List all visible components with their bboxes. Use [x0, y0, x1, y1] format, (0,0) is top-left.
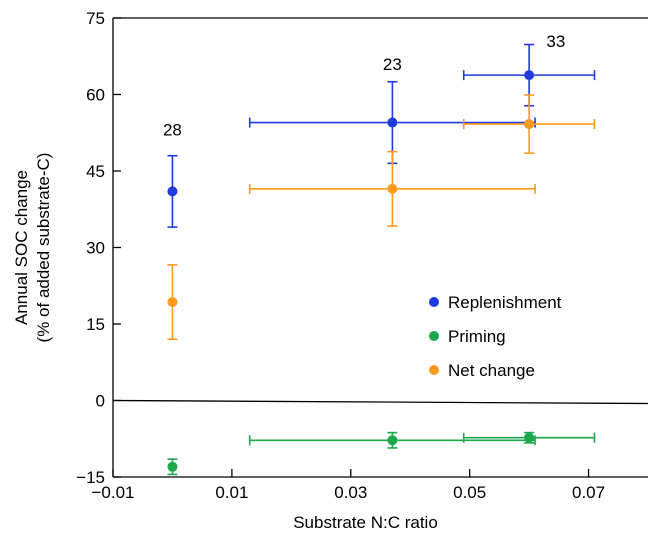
y-tick-label: −15	[76, 468, 105, 487]
legend-marker	[429, 365, 439, 375]
legend-marker	[429, 297, 439, 307]
x-tick-label: −0.01	[91, 483, 134, 502]
data-point	[524, 119, 535, 130]
legend-marker	[429, 331, 439, 341]
y-tick-label: 75	[86, 9, 105, 28]
data-point	[387, 435, 398, 446]
plot-axes: −15 0 15 30 45 60 75 −0.01 0.01 0.03 0.05 0.07	[76, 9, 648, 502]
point-annotation: 28	[163, 120, 182, 139]
y-axis-title-line-1: Annual SOC change	[12, 170, 31, 325]
data-point	[167, 297, 178, 308]
y-tick-label: 0	[96, 392, 105, 411]
y-tick-label: 30	[86, 239, 105, 258]
zero-line	[112, 399, 648, 405]
legend: Replenishment Priming Net change	[429, 293, 562, 380]
point-annotation: 33	[546, 32, 565, 51]
data-point	[387, 117, 398, 128]
legend-label: Replenishment	[448, 293, 562, 312]
axis-titles: Substrate N:C ratio Annual SOC change (% o…	[12, 153, 438, 532]
x-axis-title: Substrate N:C ratio	[293, 513, 438, 532]
series-net-change	[167, 94, 596, 341]
data-point	[387, 183, 398, 194]
data-marks	[167, 43, 596, 476]
point-annotations: 28 23 33	[163, 32, 565, 139]
y-axis-title-line-2: (% of added substrate-C)	[34, 153, 53, 343]
x-tick-label: 0.03	[334, 483, 367, 502]
x-tick-label: 0.01	[215, 483, 248, 502]
series-replenishment	[167, 43, 596, 228]
x-tick-label: 0.05	[453, 483, 486, 502]
x-tick-label: 0.07	[572, 483, 605, 502]
zero-line-group	[112, 399, 648, 405]
y-tick-label: 45	[86, 162, 105, 181]
data-point	[524, 432, 535, 443]
point-annotation: 23	[383, 55, 402, 74]
data-point	[167, 461, 178, 472]
y-tick-label: 15	[86, 315, 105, 334]
legend-label: Net change	[448, 361, 535, 380]
legend-label: Priming	[448, 327, 506, 346]
data-point	[524, 70, 535, 81]
data-point	[167, 186, 178, 197]
y-tick-label: 60	[86, 86, 105, 105]
series-priming	[167, 431, 596, 476]
